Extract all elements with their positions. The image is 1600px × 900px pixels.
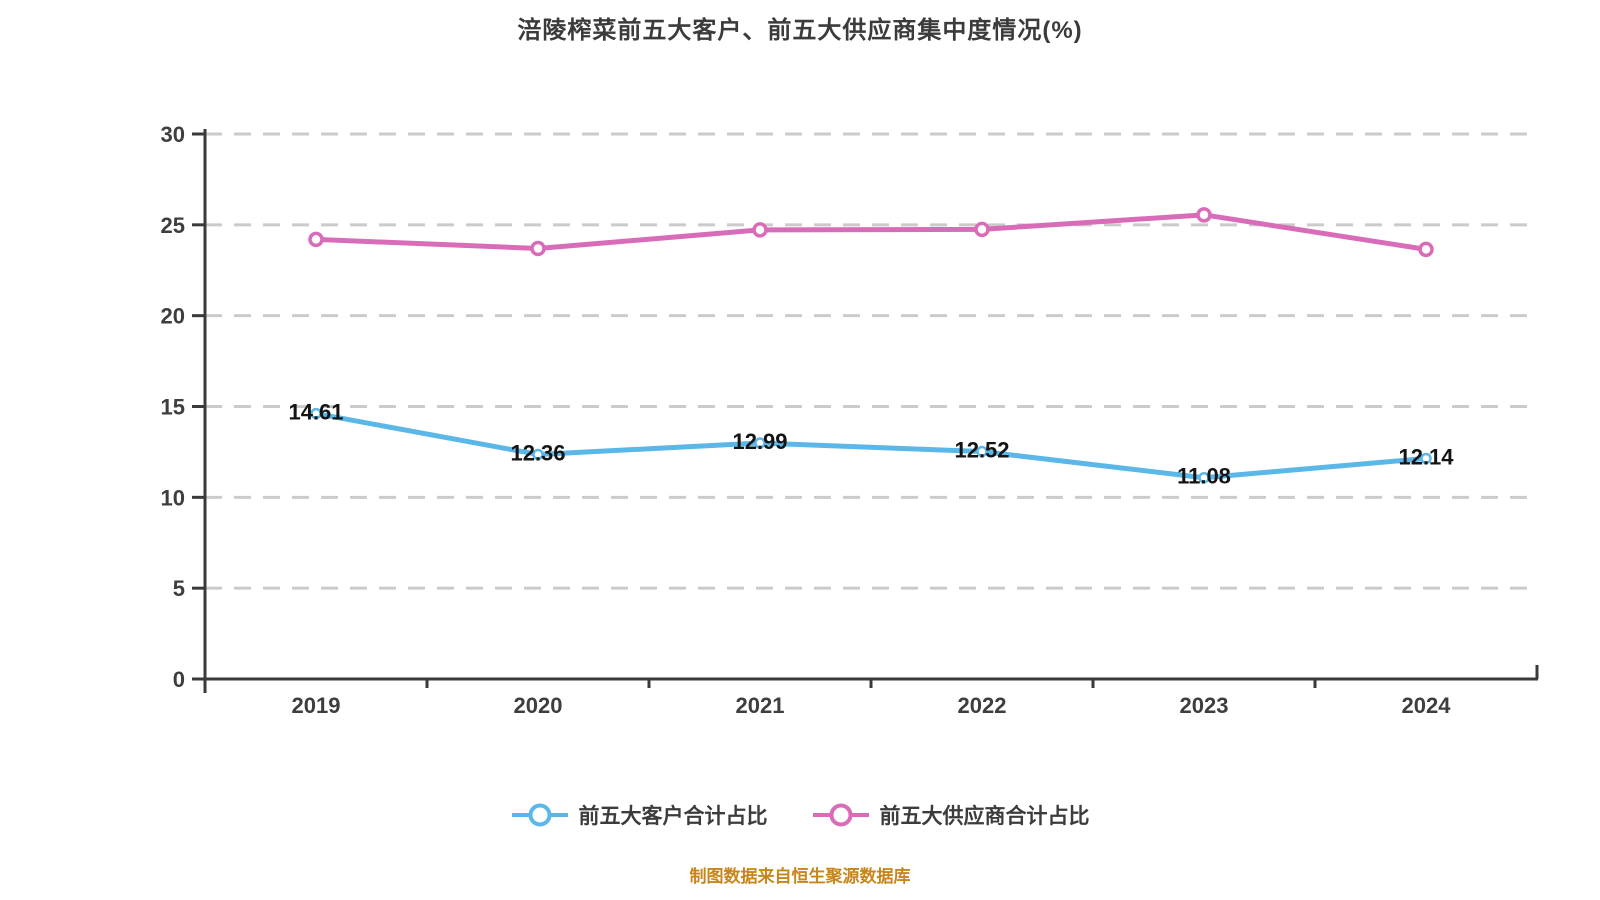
data-point: [752, 222, 768, 238]
data-point: [310, 407, 322, 420]
data-point: [1198, 471, 1210, 484]
point-value-label: 11.08: [1177, 464, 1231, 489]
data-point: [530, 240, 546, 257]
y-tick-label: 30: [161, 122, 185, 147]
data-point: [308, 231, 324, 248]
y-tick-label: 10: [161, 485, 185, 510]
point-value-label: 14.61: [288, 400, 343, 425]
customers-legend-marker-icon: [511, 803, 568, 827]
legend-item-customers[interactable]: 前五大客户合计占比: [511, 800, 768, 830]
x-tick-label: 2023: [1180, 693, 1229, 718]
x-tick-label: 2024: [1402, 693, 1452, 718]
data-source-note: 制图数据来自恒生聚源数据库: [689, 867, 911, 886]
data-point: [1196, 207, 1212, 223]
point-value-label: 12.99: [732, 429, 787, 454]
suppliers-legend-marker-icon: [812, 803, 869, 827]
data-point: [754, 437, 766, 449]
legend-item-suppliers[interactable]: 前五大供应商合计占比: [812, 800, 1090, 830]
y-axis-ticks: 0 5 10 15 20 25 30: [161, 122, 205, 692]
x-tick-label: 2021: [736, 693, 785, 718]
data-point: [1420, 452, 1432, 465]
x-tick-label: 2022: [958, 693, 1007, 718]
y-tick-label: 15: [161, 395, 185, 420]
point-value-label: 12.52: [954, 438, 1009, 463]
x-tick-label: 2019: [292, 693, 341, 718]
customers-series: 14.61 12.36 12.99 12.52 11.08 12.14: [288, 400, 1454, 489]
legend-label-customers: 前五大客户合计占比: [578, 805, 768, 828]
gridlines: [205, 132, 1535, 590]
legend: 前五大客户合计占比 前五大供应商合计占比: [0, 800, 1600, 830]
data-point: [974, 221, 990, 238]
point-value-label: 12.14: [1398, 444, 1454, 469]
x-axis-ticks: 2019 2020 2021 2022 2023 2024: [203, 665, 1539, 718]
customers-line: [313, 411, 1429, 481]
y-tick-label: 20: [161, 304, 185, 329]
y-tick-label: 0: [173, 667, 185, 692]
point-value-label: 12.36: [510, 440, 565, 465]
data-point: [1418, 241, 1434, 258]
y-tick-label: 5: [173, 576, 185, 601]
y-tick-label: 25: [161, 213, 185, 238]
data-point: [976, 445, 988, 458]
chart-title: 涪陵榨菜前五大客户、前五大供应商集中度情况(%): [517, 17, 1083, 44]
suppliers-series: [308, 207, 1434, 258]
legend-label-suppliers: 前五大供应商合计占比: [879, 805, 1090, 828]
data-point: [532, 448, 544, 461]
x-tick-label: 2020: [514, 693, 563, 718]
line-chart-plot: 0 5 10 15 20 25 30 2019 2020 2021 2022 2023 2024 14.6…: [161, 122, 1539, 718]
suppliers-line: [313, 212, 1429, 252]
